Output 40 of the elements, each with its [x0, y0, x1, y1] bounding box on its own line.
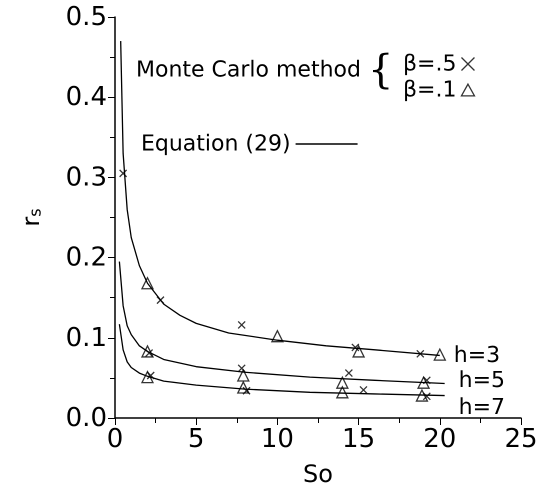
- legend-label: Equation (29): [140, 132, 291, 156]
- y-tick-label: 0.3: [66, 162, 107, 192]
- x-axis-title: So: [303, 460, 333, 488]
- point: [237, 369, 250, 382]
- x-tick-label: 10: [260, 424, 294, 454]
- point: [336, 376, 349, 389]
- y-tick-label: 0.4: [66, 82, 107, 112]
- point: [434, 348, 446, 361]
- point: [352, 345, 365, 358]
- x-tick-label: 0: [106, 424, 124, 454]
- annotation: h=3: [454, 342, 500, 368]
- legend-label: β=.1: [402, 78, 456, 102]
- point: [359, 386, 368, 394]
- point: [237, 381, 250, 394]
- x-tick-label: 5: [188, 424, 204, 454]
- legend-label: β=.5: [402, 52, 456, 76]
- point: [141, 370, 154, 384]
- y-tick-label: 0.0: [66, 403, 107, 433]
- point: [271, 330, 284, 342]
- y-tick-label: 0.2: [66, 242, 107, 273]
- point: [238, 364, 246, 372]
- x-tick-label: 20: [423, 424, 456, 454]
- point: [141, 345, 154, 358]
- point: [336, 386, 349, 398]
- annotation: h=5: [458, 368, 506, 394]
- point: [416, 350, 424, 358]
- point: [344, 368, 354, 378]
- y-tick-label: 0.1: [66, 322, 107, 353]
- point: [118, 169, 128, 178]
- y-tick-label: 0.5: [66, 2, 107, 32]
- y-axis-title: rs: [17, 208, 45, 227]
- point: [156, 296, 165, 304]
- x-tick-label: 25: [504, 424, 538, 454]
- point: [238, 320, 246, 330]
- annotation: h=7: [458, 395, 506, 420]
- point: [416, 389, 428, 402]
- x-tick-label: 15: [342, 424, 376, 454]
- point: [422, 392, 431, 400]
- point: [141, 277, 154, 290]
- point: [417, 376, 430, 389]
